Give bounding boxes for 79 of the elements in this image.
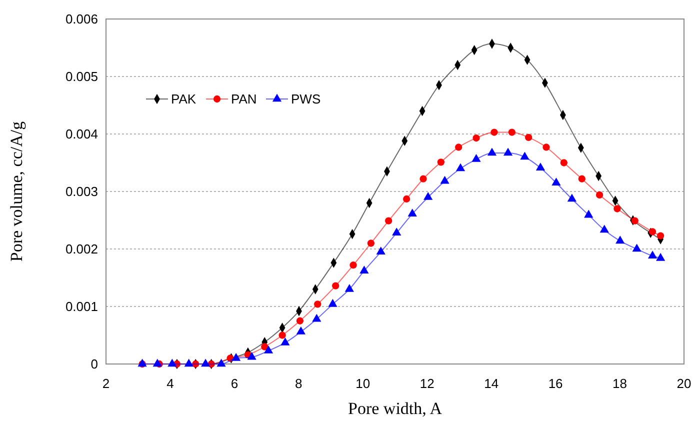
- point: [184, 358, 194, 367]
- point: [648, 228, 656, 236]
- point: [472, 154, 481, 162]
- point: [247, 352, 256, 360]
- y-tick-label: 0.003: [65, 184, 98, 200]
- point: [360, 266, 369, 274]
- point: [487, 148, 497, 156]
- legend-label: PAN: [231, 92, 257, 107]
- y-tick-label: 0: [90, 356, 98, 372]
- point: [280, 337, 290, 346]
- point: [437, 158, 444, 166]
- point: [542, 144, 550, 151]
- x-tick-label: 18: [612, 376, 628, 391]
- y-tick-label: 0.001: [65, 299, 98, 314]
- y-tick-label: 0.006: [65, 12, 98, 27]
- y-tick-label: 0.005: [65, 69, 98, 84]
- point: [350, 262, 357, 269]
- point: [656, 232, 664, 240]
- point: [600, 224, 609, 233]
- point: [596, 191, 604, 199]
- point: [490, 128, 498, 136]
- point: [314, 300, 322, 308]
- point: [216, 358, 226, 367]
- x-tick-label: 12: [420, 376, 434, 391]
- point: [525, 134, 532, 142]
- point: [231, 352, 241, 361]
- point: [632, 244, 642, 252]
- point: [278, 332, 286, 339]
- point: [296, 326, 306, 334]
- point: [508, 128, 516, 136]
- x-axis-title: Pore width, A: [348, 399, 443, 418]
- point: [328, 298, 338, 307]
- legend-label: PWS: [291, 92, 321, 107]
- point: [408, 208, 417, 217]
- point: [367, 240, 374, 247]
- point: [200, 358, 210, 367]
- point: [536, 162, 546, 171]
- point: [261, 343, 268, 350]
- point: [264, 346, 274, 354]
- point: [472, 134, 480, 142]
- point: [520, 152, 530, 160]
- x-tick-label: 14: [484, 376, 499, 391]
- point: [440, 176, 450, 184]
- point: [456, 163, 466, 172]
- point: [567, 194, 576, 202]
- point: [424, 192, 433, 200]
- point: [344, 284, 354, 292]
- point: [420, 175, 427, 182]
- y-tick-label: 0.002: [65, 242, 98, 257]
- point: [503, 148, 513, 156]
- point: [392, 228, 402, 236]
- point: [584, 210, 594, 218]
- point: [560, 159, 568, 166]
- point: [376, 246, 386, 255]
- point: [312, 314, 322, 322]
- x-tick-label: 10: [356, 376, 370, 391]
- point: [614, 205, 621, 212]
- point: [332, 282, 340, 290]
- x-tick-label: 4: [166, 376, 174, 391]
- x-tick-label: 6: [230, 376, 238, 391]
- point: [656, 252, 666, 261]
- point: [648, 250, 658, 259]
- point: [455, 144, 462, 151]
- point: [552, 178, 561, 186]
- x-tick-label: 8: [295, 376, 302, 391]
- legend-label: PAK: [171, 92, 196, 107]
- point: [296, 317, 304, 324]
- x-tick-label: 16: [548, 376, 563, 391]
- x-tick-label: 2: [102, 376, 110, 391]
- y-axis-title: Pore volume, cc/A/g: [7, 120, 26, 262]
- point: [385, 217, 392, 224]
- point: [616, 236, 625, 244]
- point: [152, 358, 162, 367]
- y-tick-label: 0.004: [65, 126, 98, 142]
- point: [402, 195, 410, 203]
- point: [578, 175, 586, 182]
- x-tick-label: 20: [676, 376, 692, 391]
- point: [168, 358, 177, 367]
- point: [631, 217, 638, 224]
